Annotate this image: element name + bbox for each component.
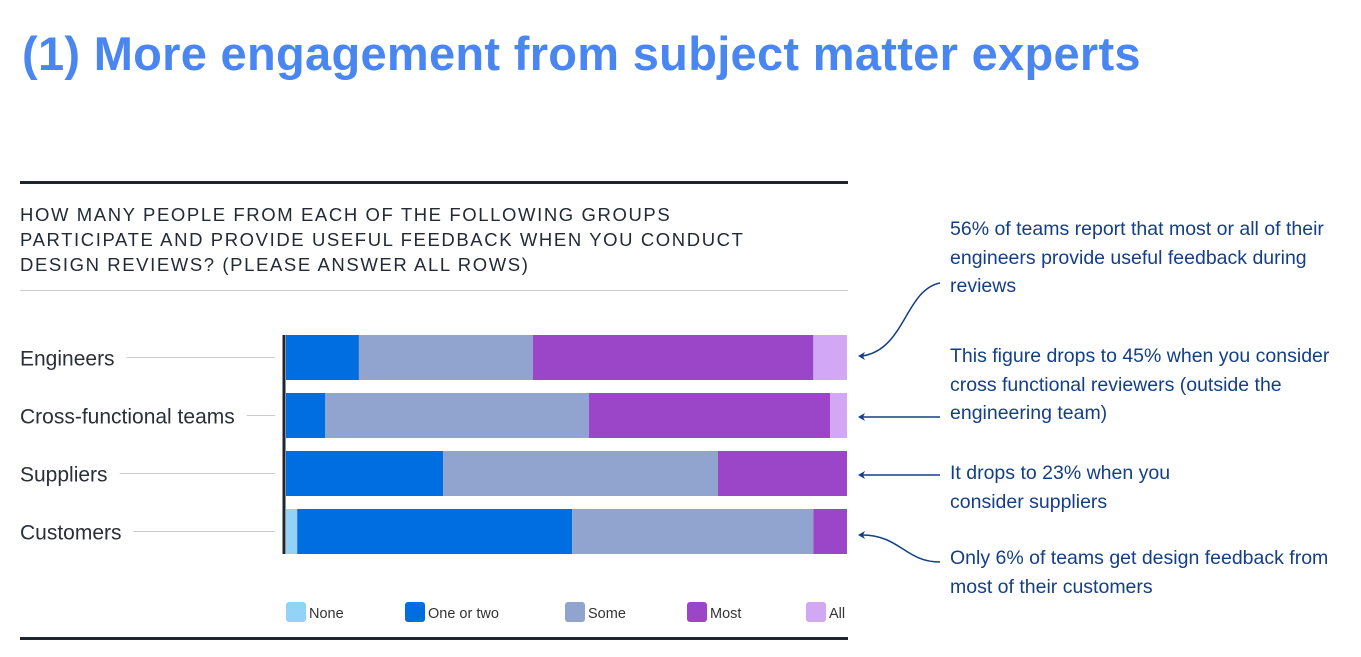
category-label: Engineers — [20, 348, 115, 371]
annotation-arrow — [861, 534, 941, 563]
legend-label: Some — [588, 606, 626, 622]
bar-segment-most — [813, 509, 847, 554]
bar-segment-most — [588, 393, 831, 438]
bar-segment-most — [532, 335, 814, 380]
bar-segment-some — [325, 393, 589, 438]
bar-segment-all — [830, 393, 847, 438]
legend-swatch — [286, 602, 306, 622]
annotation-suppliers: It drops to 23% when you consider suppli… — [950, 462, 1171, 513]
arrowhead-icon — [858, 471, 865, 479]
legend-label: One or two — [428, 606, 499, 622]
page-title: (1) More engagement from subject matter … — [22, 27, 1141, 80]
bar-segment-one-or-two — [286, 393, 326, 438]
bar-segment-some — [358, 335, 533, 380]
category-label: Cross-functional teams — [20, 406, 235, 429]
category-label: Suppliers — [20, 464, 108, 487]
legend-label: None — [309, 606, 344, 622]
legend-label: Most — [710, 606, 741, 622]
category-label: Customers — [20, 522, 122, 545]
bar-segment-none — [286, 509, 298, 554]
title-divider — [20, 290, 848, 291]
legend-swatch — [405, 602, 425, 622]
bar-segment-one-or-two — [286, 451, 444, 496]
bar-segment-one-or-two — [286, 335, 359, 380]
bar-segment-some — [572, 509, 814, 554]
top-rule — [20, 181, 848, 184]
arrowhead-icon — [858, 413, 865, 421]
legend-label: All — [829, 606, 845, 622]
legend-swatch — [565, 602, 585, 622]
bottom-rule — [20, 637, 848, 640]
annotation-cross-functional: This figure drops to 45% when you consid… — [950, 345, 1330, 424]
bar-segment-all — [813, 335, 847, 380]
bar-segment-one-or-two — [297, 509, 573, 554]
arrowhead-icon — [858, 531, 865, 539]
annotation-customers: Only 6% of teams get design feedback fro… — [950, 547, 1329, 598]
legend-swatch — [806, 602, 826, 622]
chart-title: How many people from each of the followi… — [20, 204, 745, 275]
legend-swatch — [687, 602, 707, 622]
bar-segment-most — [717, 451, 847, 496]
annotation-arrow — [861, 282, 941, 357]
annotation-engineers: 56% of teams report that most or all of … — [950, 218, 1324, 297]
arrowhead-icon — [858, 352, 865, 360]
bar-segment-some — [443, 451, 718, 496]
